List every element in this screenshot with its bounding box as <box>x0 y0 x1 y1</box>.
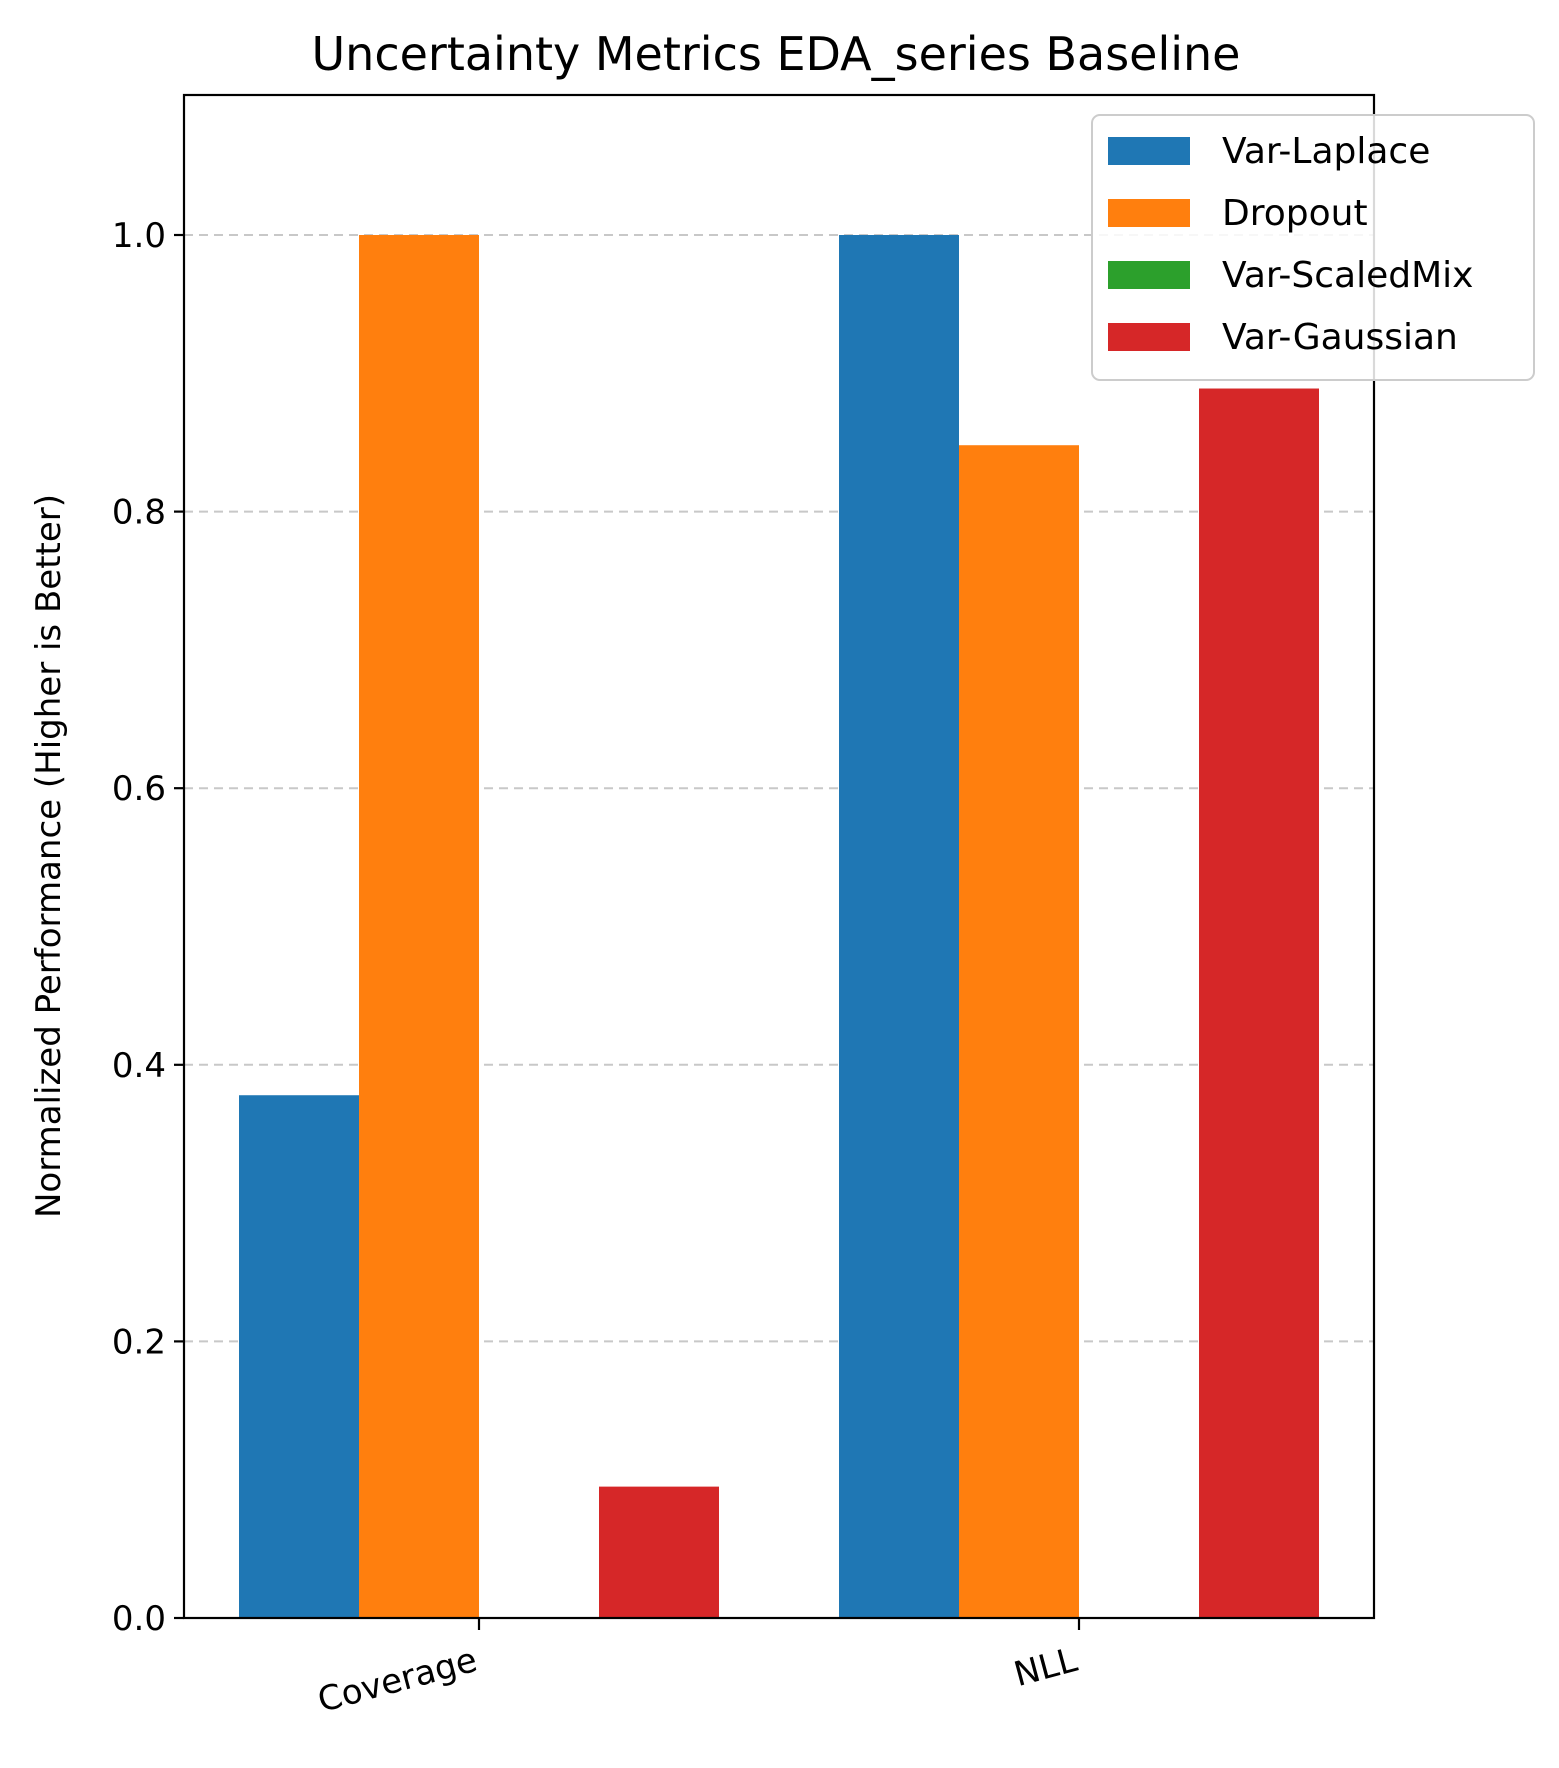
x-axis-ticks: Coverage NLL <box>314 1618 1082 1721</box>
chart-title: Uncertainty Metrics EDA_series Baseline <box>312 27 1241 81</box>
y-tick-label: 0.4 <box>112 1046 166 1086</box>
legend-swatch-var-laplace <box>1108 137 1190 165</box>
y-tick-label: 0.6 <box>112 769 166 809</box>
x-tick-label-nll: NLL <box>1010 1640 1082 1695</box>
y-tick-label: 0.2 <box>112 1322 166 1362</box>
legend-swatch-dropout <box>1108 199 1190 227</box>
legend-frame <box>1091 114 1535 381</box>
bar-dropout-nll <box>959 445 1079 1618</box>
legend-swatch-var-scaledmix <box>1108 261 1190 289</box>
y-axis-label: Normalized Performance (Higher is Better… <box>29 494 69 1218</box>
y-axis-ticks: 0.0 0.2 0.4 0.6 0.8 1.0 <box>112 216 184 1639</box>
bars <box>239 235 1319 1619</box>
legend: Var-Laplace Dropout Var-ScaledMix Var-Gauss… <box>1091 114 1535 381</box>
bar-var-laplace-nll <box>839 235 959 1618</box>
x-tick-label-coverage: Coverage <box>314 1640 482 1721</box>
legend-swatch-var-gaussian <box>1108 323 1190 351</box>
y-tick-label: 0.8 <box>112 493 166 533</box>
legend-label-dropout: Dropout <box>1222 193 1368 234</box>
bar-var-gaussian-coverage <box>599 1486 719 1618</box>
bar-var-laplace-coverage <box>239 1095 359 1618</box>
y-tick-label: 0.0 <box>112 1599 166 1639</box>
legend-label-var-laplace: Var-Laplace <box>1222 131 1430 172</box>
legend-label-var-scaledmix: Var-ScaledMix <box>1222 255 1473 296</box>
plot-frame <box>182 93 1376 1620</box>
bar-var-gaussian-nll <box>1199 388 1319 1619</box>
y-tick-label: 1.0 <box>112 216 166 256</box>
legend-label-var-gaussian: Var-Gaussian <box>1222 317 1458 358</box>
bar-dropout-coverage <box>359 235 479 1618</box>
